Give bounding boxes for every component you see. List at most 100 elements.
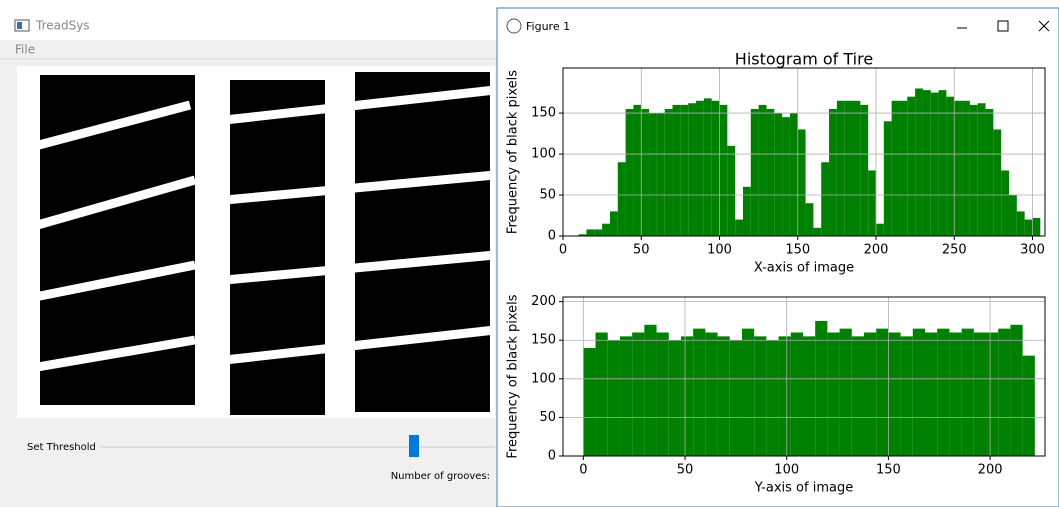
y-tick-label: 150 <box>531 106 556 121</box>
bar <box>586 229 594 236</box>
bar <box>1010 325 1022 456</box>
bar <box>743 187 751 236</box>
bar <box>852 336 864 456</box>
bar <box>681 336 693 456</box>
bar <box>937 329 949 456</box>
bar <box>803 336 815 456</box>
bar <box>693 329 705 456</box>
bar <box>907 97 915 236</box>
bar <box>915 88 923 236</box>
figure-title: Figure 1 <box>526 20 570 33</box>
bar <box>704 98 712 236</box>
bar <box>913 329 925 456</box>
bar <box>790 113 798 236</box>
bar <box>925 333 937 456</box>
threshold-label: Set Threshold <box>27 442 96 453</box>
bar <box>1032 218 1040 236</box>
bar <box>626 109 634 236</box>
bar <box>978 103 986 236</box>
bar <box>751 109 759 236</box>
y-tick-label: 50 <box>539 188 556 203</box>
bar <box>719 105 727 236</box>
grooves-label: Number of grooves: <box>391 471 490 482</box>
bar <box>712 101 720 236</box>
bar <box>620 336 632 456</box>
bar <box>610 211 618 236</box>
bar <box>759 105 767 236</box>
bar <box>931 93 939 236</box>
bar <box>986 109 994 236</box>
separator <box>0 58 497 60</box>
x-tick-label: 0 <box>559 243 567 258</box>
bar <box>901 336 913 456</box>
bar <box>669 340 681 456</box>
y-tick-label: 50 <box>539 410 556 425</box>
bar <box>962 101 970 236</box>
x-tick-label: 0 <box>579 463 587 478</box>
bar <box>644 325 656 456</box>
x-tick-label: 150 <box>785 243 810 258</box>
bar <box>688 103 696 236</box>
bar <box>1025 220 1033 236</box>
tread-block <box>355 72 490 412</box>
bar <box>1009 195 1017 236</box>
y-tick-label: 100 <box>531 147 556 162</box>
app-icon-part <box>17 22 22 29</box>
bar <box>594 229 602 236</box>
bar <box>673 105 681 236</box>
bar <box>986 333 998 456</box>
bar <box>993 129 1001 236</box>
x-tick-label: 150 <box>876 463 901 478</box>
bar <box>696 101 704 236</box>
bar <box>735 220 743 236</box>
bar <box>962 329 974 456</box>
bar <box>705 333 717 456</box>
bar <box>954 101 962 236</box>
bar <box>888 333 900 456</box>
bar <box>923 90 931 236</box>
bar <box>583 348 595 456</box>
bar <box>766 109 774 236</box>
bar <box>884 121 892 236</box>
bar <box>657 333 669 456</box>
bar <box>853 101 861 236</box>
bar <box>813 228 821 236</box>
bar <box>608 340 620 456</box>
y-tick-label: 0 <box>548 229 556 244</box>
bar <box>742 329 754 456</box>
bar <box>779 336 791 456</box>
bar <box>782 117 790 236</box>
app-title: TreadSys <box>35 19 90 33</box>
bar <box>632 333 644 456</box>
bar <box>657 113 665 236</box>
x-tick-label: 300 <box>1020 243 1045 258</box>
bar <box>876 329 888 456</box>
y-tick-label: 150 <box>531 333 556 348</box>
bar <box>864 333 876 456</box>
x-axis-label: Y-axis of image <box>754 481 853 496</box>
bar <box>998 329 1010 456</box>
bar <box>1017 211 1025 236</box>
y-tick-label: 0 <box>548 449 556 464</box>
bar <box>774 113 782 236</box>
bar <box>1023 356 1035 456</box>
y-axis-label: Frequency of black pixels <box>506 294 521 458</box>
bar <box>618 162 626 236</box>
bar <box>876 224 884 236</box>
x-axis-label: X-axis of image <box>754 261 854 276</box>
x-tick-label: 50 <box>633 243 650 258</box>
bar <box>718 336 730 456</box>
bar <box>633 105 641 236</box>
slider-handle[interactable] <box>409 435 419 457</box>
bar <box>730 340 742 456</box>
bar <box>649 113 657 236</box>
bar <box>602 224 610 236</box>
tire-image <box>17 66 495 418</box>
bar <box>837 101 845 236</box>
bar <box>798 129 806 236</box>
bar <box>949 333 961 456</box>
bar <box>727 146 735 236</box>
tread-block <box>230 80 325 415</box>
x-tick-label: 50 <box>677 463 694 478</box>
menu-file[interactable]: File <box>15 43 35 57</box>
